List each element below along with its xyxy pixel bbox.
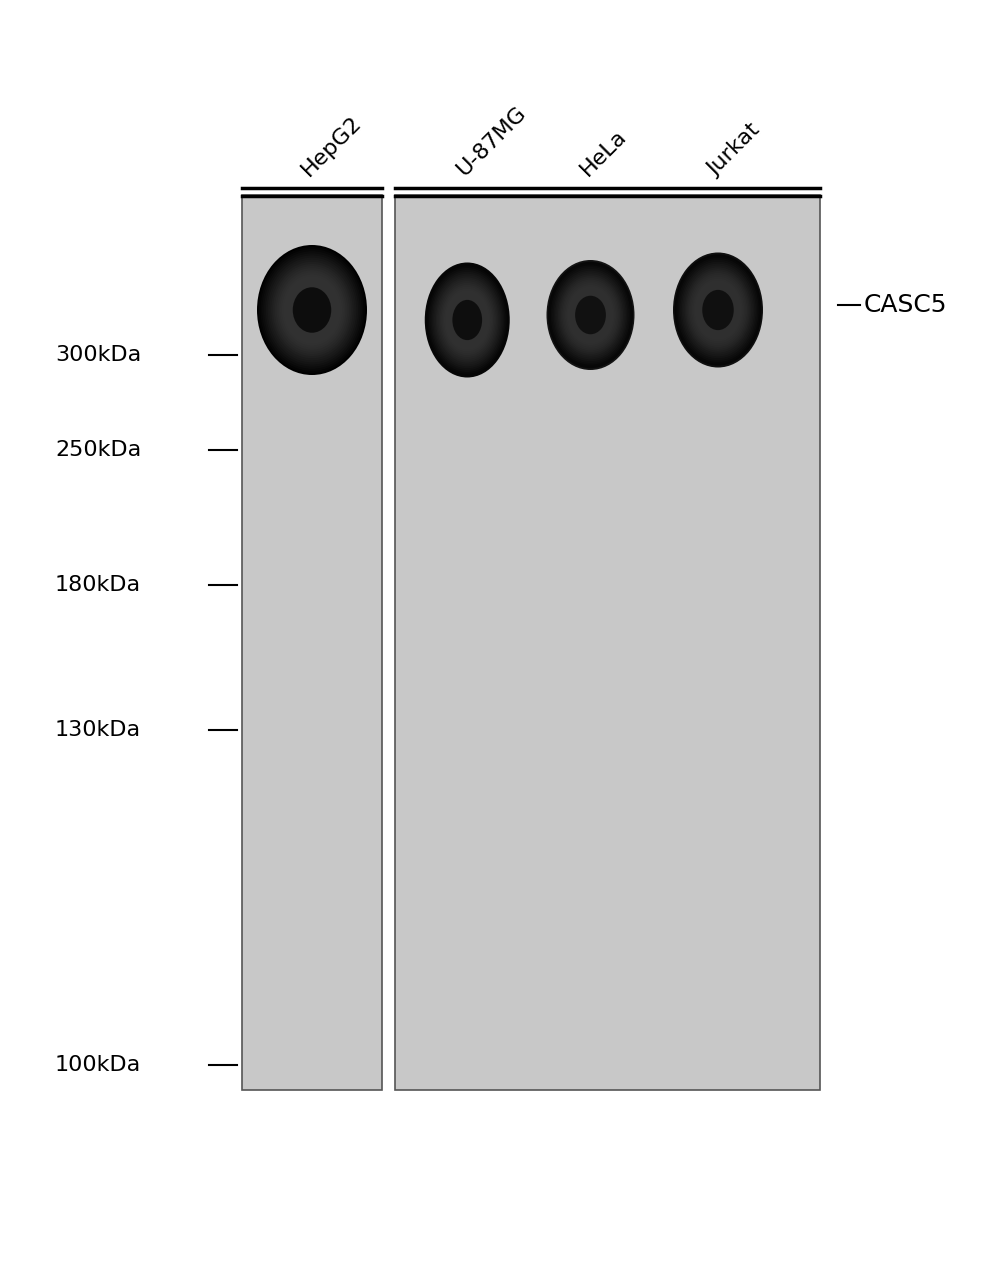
Text: CASC5: CASC5 xyxy=(864,293,947,317)
Ellipse shape xyxy=(575,296,606,334)
Ellipse shape xyxy=(259,247,366,372)
Ellipse shape xyxy=(673,252,763,367)
Ellipse shape xyxy=(445,291,490,349)
Ellipse shape xyxy=(685,268,751,352)
Ellipse shape xyxy=(263,251,362,369)
Text: U-87MG: U-87MG xyxy=(453,102,530,180)
Ellipse shape xyxy=(686,269,750,351)
Ellipse shape xyxy=(682,264,754,356)
Ellipse shape xyxy=(437,279,497,361)
Text: 180kDa: 180kDa xyxy=(55,575,141,595)
Ellipse shape xyxy=(694,279,742,342)
Ellipse shape xyxy=(425,262,509,378)
Text: 100kDa: 100kDa xyxy=(55,1055,142,1075)
Ellipse shape xyxy=(281,274,342,346)
Ellipse shape xyxy=(551,265,630,365)
Ellipse shape xyxy=(567,285,614,346)
Ellipse shape xyxy=(679,260,757,360)
Ellipse shape xyxy=(261,250,364,371)
Ellipse shape xyxy=(443,287,492,353)
Ellipse shape xyxy=(265,253,360,366)
Ellipse shape xyxy=(273,264,351,356)
Ellipse shape xyxy=(689,273,747,347)
Ellipse shape xyxy=(675,255,761,366)
Ellipse shape xyxy=(434,275,500,365)
Ellipse shape xyxy=(292,287,331,333)
Ellipse shape xyxy=(426,265,508,375)
Bar xyxy=(395,195,820,1091)
Ellipse shape xyxy=(427,266,507,374)
Ellipse shape xyxy=(568,287,613,343)
Ellipse shape xyxy=(257,244,367,375)
Text: 250kDa: 250kDa xyxy=(55,440,142,460)
Ellipse shape xyxy=(680,262,756,358)
Ellipse shape xyxy=(432,271,502,369)
Ellipse shape xyxy=(275,266,349,355)
Ellipse shape xyxy=(272,262,353,358)
Bar xyxy=(242,195,382,1091)
Ellipse shape xyxy=(703,289,733,330)
Ellipse shape xyxy=(444,288,491,352)
Ellipse shape xyxy=(429,268,505,372)
Ellipse shape xyxy=(280,273,344,348)
Ellipse shape xyxy=(452,300,483,340)
Ellipse shape xyxy=(552,268,629,364)
Ellipse shape xyxy=(562,279,618,351)
Ellipse shape xyxy=(695,280,741,339)
Ellipse shape xyxy=(430,270,504,370)
Ellipse shape xyxy=(283,276,340,343)
Text: 300kDa: 300kDa xyxy=(55,346,142,365)
Ellipse shape xyxy=(268,257,357,362)
Ellipse shape xyxy=(436,278,498,362)
Ellipse shape xyxy=(266,256,358,365)
Ellipse shape xyxy=(548,262,633,369)
Ellipse shape xyxy=(688,271,748,349)
Ellipse shape xyxy=(555,270,626,360)
Text: HepG2: HepG2 xyxy=(298,113,366,180)
Text: 130kDa: 130kDa xyxy=(55,719,141,740)
Ellipse shape xyxy=(558,274,623,356)
Ellipse shape xyxy=(561,278,620,352)
Ellipse shape xyxy=(557,273,624,357)
Ellipse shape xyxy=(278,270,346,349)
Ellipse shape xyxy=(676,256,760,364)
Ellipse shape xyxy=(564,282,617,348)
Ellipse shape xyxy=(438,282,496,358)
Ellipse shape xyxy=(276,268,348,352)
Ellipse shape xyxy=(678,259,759,362)
Ellipse shape xyxy=(554,269,627,361)
Ellipse shape xyxy=(433,274,501,366)
Ellipse shape xyxy=(546,260,634,370)
Ellipse shape xyxy=(683,265,753,355)
Ellipse shape xyxy=(691,275,745,346)
Ellipse shape xyxy=(270,260,355,360)
Ellipse shape xyxy=(440,283,495,357)
Ellipse shape xyxy=(441,285,494,355)
Ellipse shape xyxy=(559,276,621,355)
Ellipse shape xyxy=(565,283,616,347)
Text: HeLa: HeLa xyxy=(577,127,630,180)
Ellipse shape xyxy=(549,264,631,366)
Text: Jurkat: Jurkat xyxy=(704,120,764,180)
Ellipse shape xyxy=(692,276,744,343)
